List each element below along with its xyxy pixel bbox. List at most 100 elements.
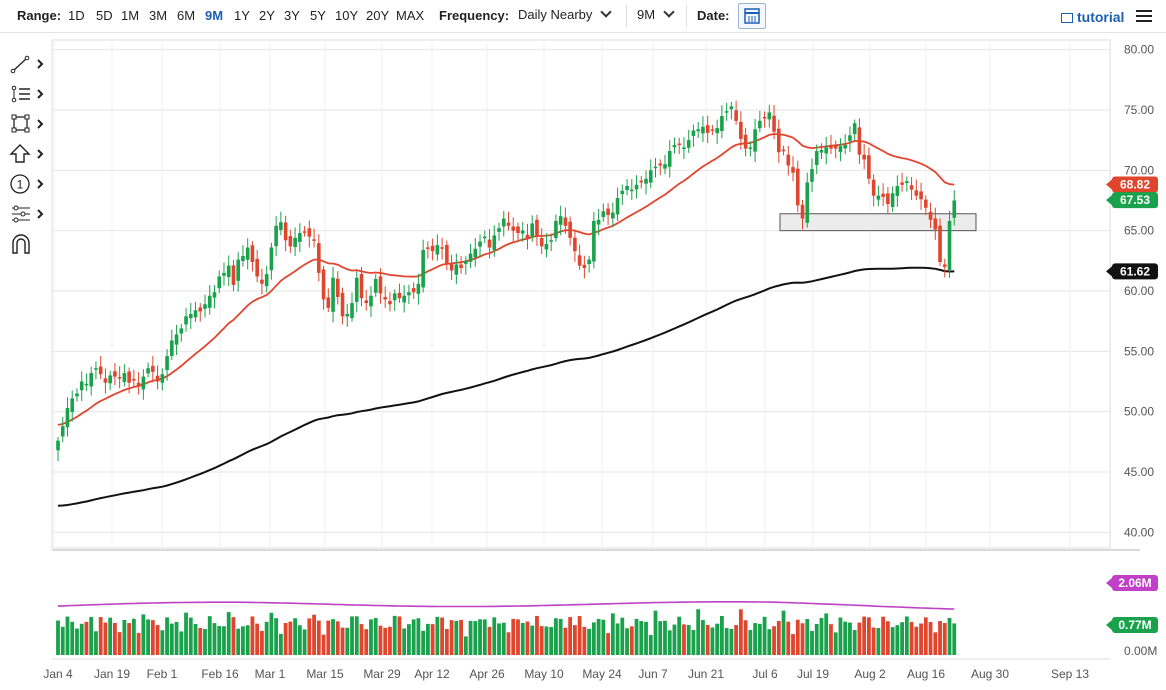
range-1y[interactable]: 1Y [234,8,250,23]
divider [626,5,627,27]
range-5d[interactable]: 5D [96,8,113,23]
volume-bar [463,636,468,655]
menu-icon[interactable] [1136,10,1152,22]
range-20y[interactable]: 20Y [366,8,390,23]
volume-bar [577,616,582,655]
volume-bar [762,616,767,655]
volume-bar [867,617,871,655]
fib-tool-button[interactable] [8,82,50,106]
range-3m[interactable]: 3M [149,8,168,23]
volume-bar [686,625,691,655]
ma-short-tag: 68.82 [1120,178,1150,192]
volume-bar [743,620,748,655]
volume-average-line [57,601,955,610]
candle [767,112,772,120]
volume-bar [454,620,459,655]
candle [288,236,293,247]
volume-bar [207,616,212,655]
range-9m[interactable]: 9M [205,8,224,23]
volume-bar [354,616,359,655]
volume-bar [269,612,274,655]
volume-bar [947,617,952,655]
candle [677,143,682,146]
tutorial-link[interactable]: tutorial [1061,9,1124,25]
range-10y[interactable]: 10Y [335,8,359,23]
candle [824,147,829,154]
arrow-tool-button[interactable] [8,142,50,166]
candle [705,125,710,133]
candle [184,316,188,325]
volume-bar [302,629,307,655]
volume-bar [425,623,430,655]
volume-bar [781,610,786,655]
candle [430,245,435,252]
range-2y[interactable]: 2Y [259,8,275,23]
volume-bar [658,621,663,655]
calendar-button[interactable] [738,3,766,29]
candle [411,288,416,293]
volume-bar [615,623,620,655]
candle [886,193,890,205]
candle [791,167,795,173]
candle [682,147,686,150]
measure-tool-button[interactable] [8,202,50,226]
candle [691,130,696,136]
candle [94,368,98,370]
volume-bar [407,624,411,655]
volume-bar [767,629,772,655]
volume-bar [682,624,686,655]
volume-bar [610,613,615,655]
candle [331,277,335,312]
volume-bar [316,620,321,655]
volume-bar [340,627,345,655]
range-max[interactable]: MAX [396,8,425,23]
candle [392,293,397,301]
time-tick-label: Apr 26 [469,667,505,681]
volume-bar [634,618,639,655]
support-zone [779,213,977,232]
price-tick-label: 50.00 [1124,405,1154,419]
magnet-button[interactable] [8,232,50,256]
volume-bar [535,615,539,655]
volume-bar [468,620,473,655]
range-6m[interactable]: 6M [177,8,196,23]
volume-bar [89,616,94,655]
candle [421,249,425,288]
number-tool-button[interactable]: 1 [8,172,50,196]
candle [933,218,938,230]
range-3y[interactable]: 3Y [284,8,300,23]
candle [198,307,203,312]
candle [871,179,876,196]
volume-bar [653,610,658,655]
candle [222,272,226,276]
frequency-select[interactable]: Daily Nearby [518,6,613,22]
candle [127,371,131,383]
candle [667,151,672,167]
volume-bar [629,626,634,655]
volume-average-tag: 2.06M [1118,576,1151,590]
volume-bar [696,609,701,655]
ma-long-tag-bg [1112,263,1158,280]
line-tool-button[interactable] [8,52,50,76]
volume-bar [478,619,482,655]
candle [672,144,677,148]
candle [482,236,487,239]
rectangle-tool-button[interactable] [8,112,50,136]
candle [615,198,620,215]
volume-bar [146,619,150,655]
volume-bar [226,612,231,655]
range-1m[interactable]: 1M [121,8,140,23]
candle [402,295,406,303]
time-tick-label: Mar 1 [255,667,286,681]
price-tick-label: 55.00 [1124,344,1154,358]
candle [539,237,544,247]
range-1d[interactable]: 1D [68,8,85,23]
volume-bar [113,622,117,655]
range-5y[interactable]: 5Y [310,8,326,23]
candle [715,128,719,134]
volume-bar [904,616,909,655]
period-select[interactable]: 9M [637,6,675,22]
candle [407,292,411,296]
volume-bar [814,623,819,655]
